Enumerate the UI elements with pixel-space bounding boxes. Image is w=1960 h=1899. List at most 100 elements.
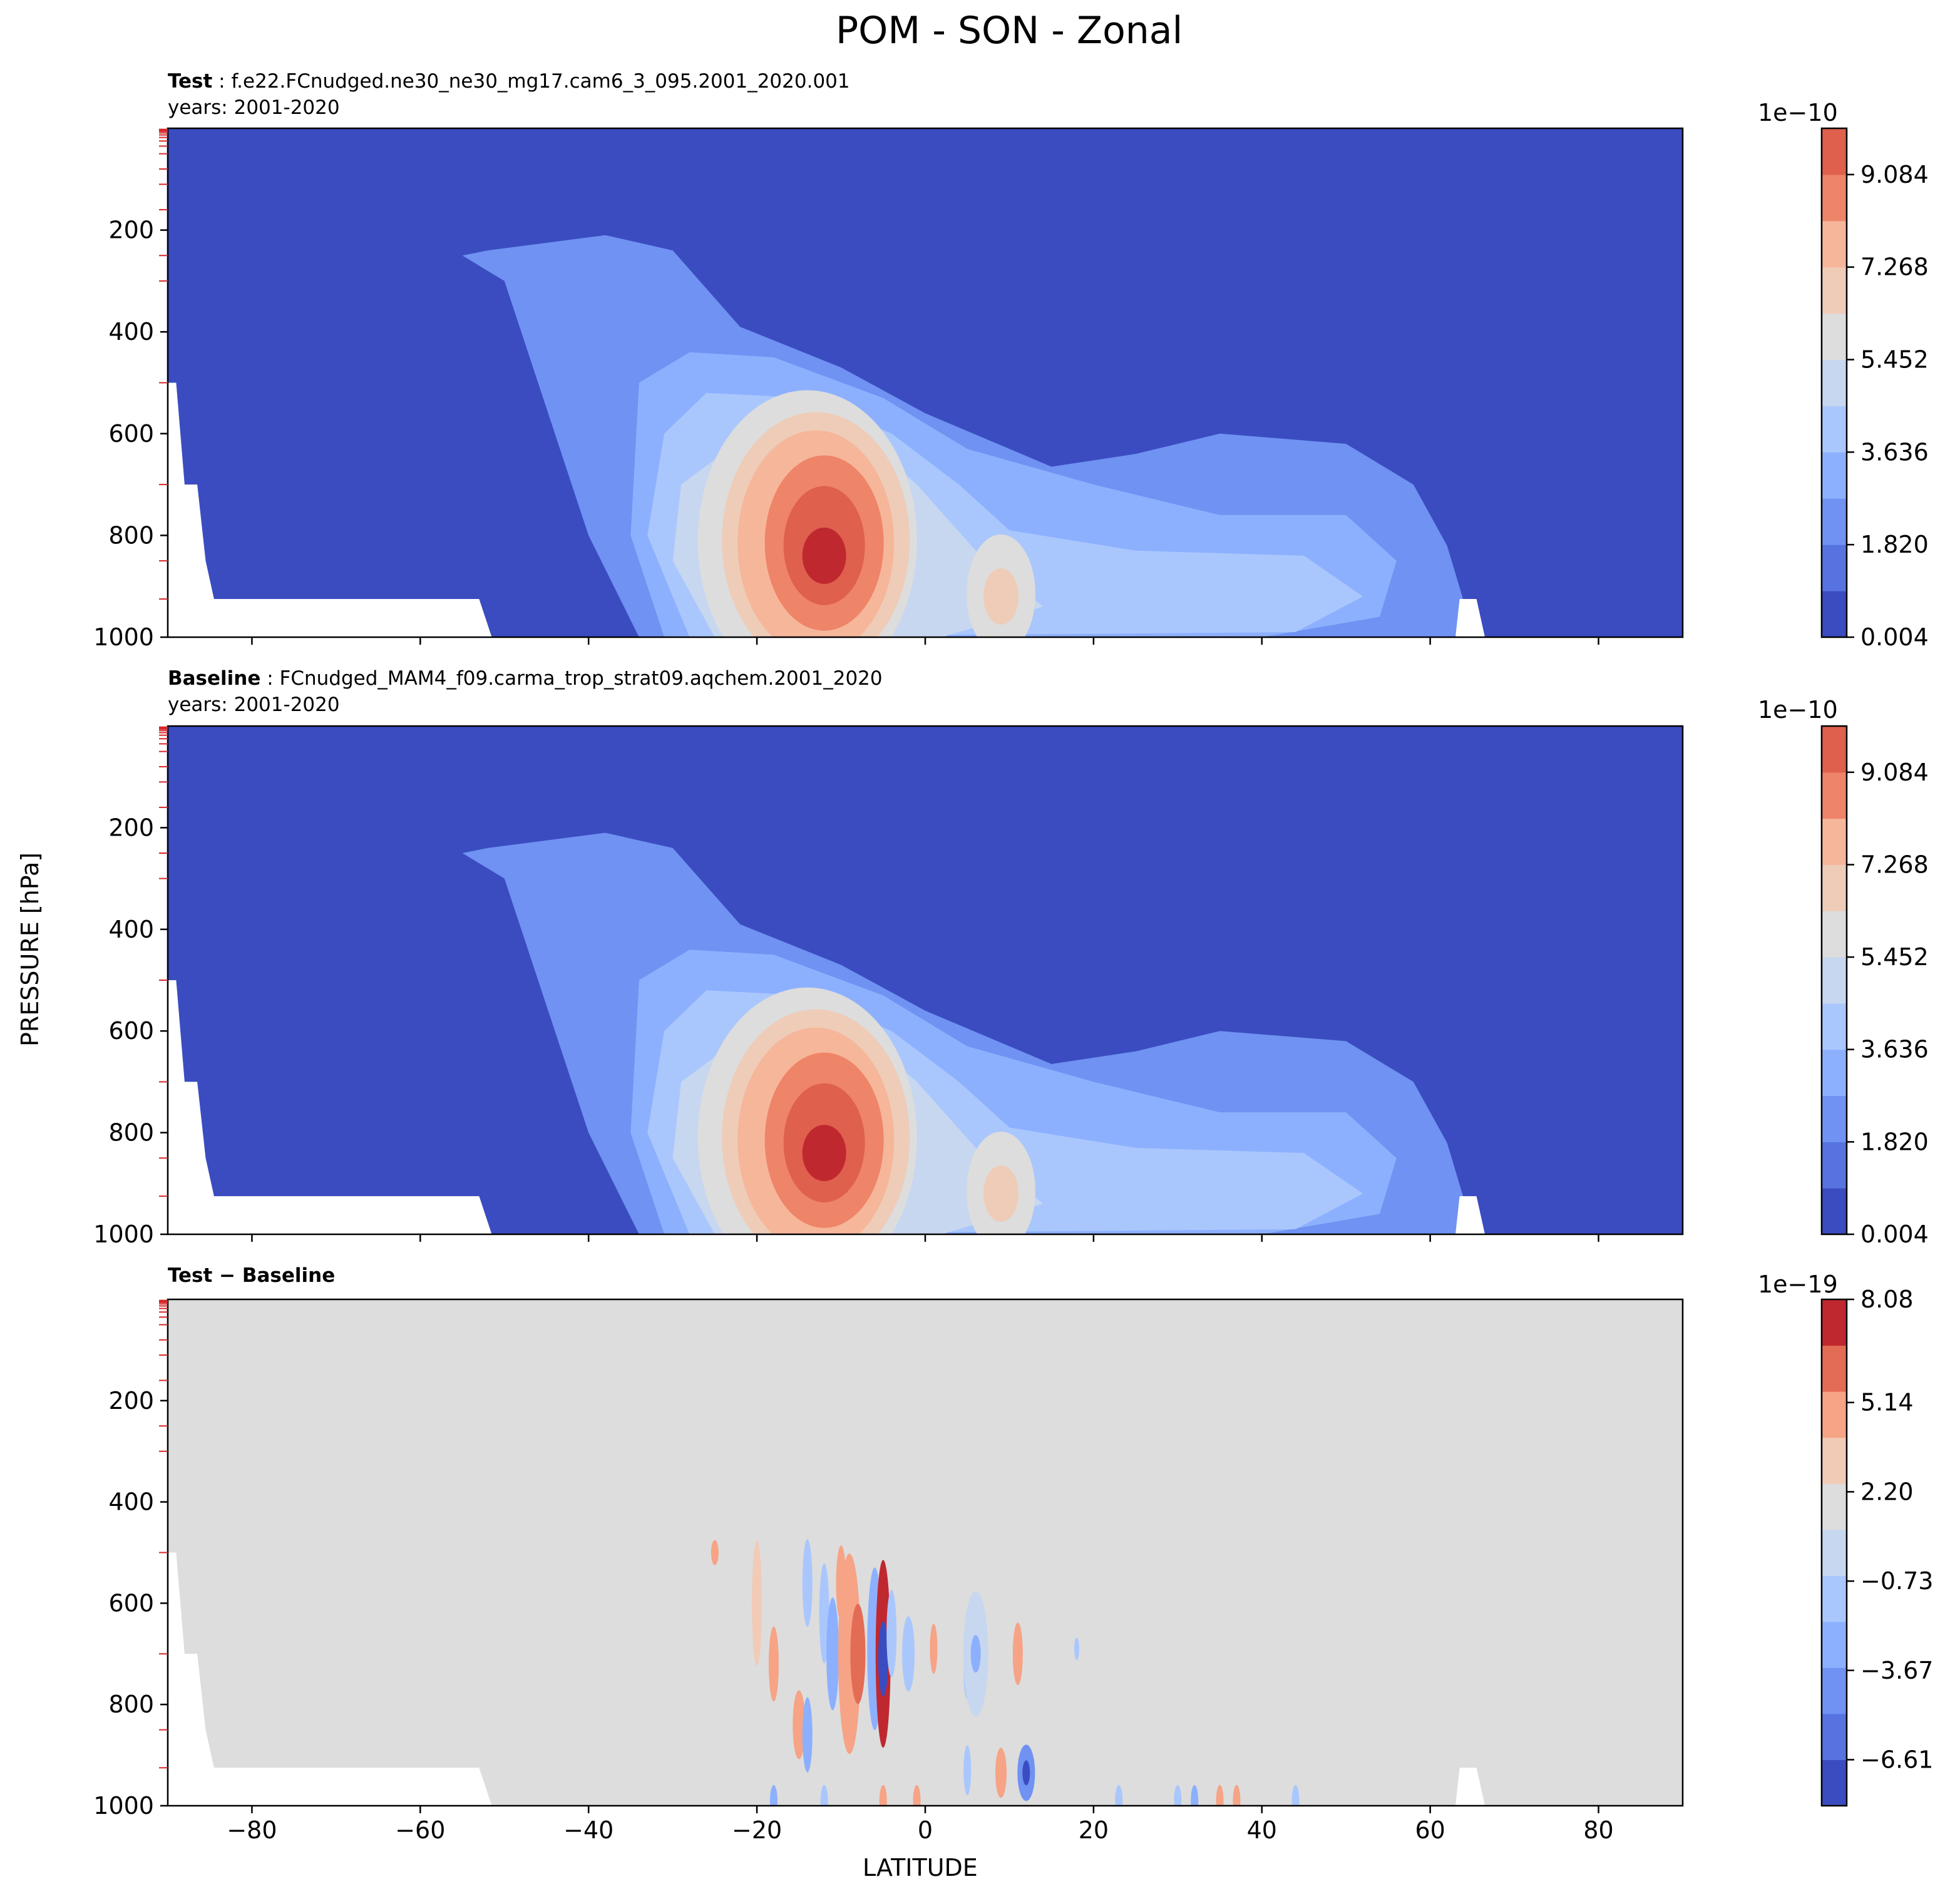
colorbar-tick-label: −0.73 bbox=[1860, 1567, 1933, 1595]
colorbar-tick-label: 5.452 bbox=[1860, 346, 1929, 374]
y-tick-label: 600 bbox=[108, 1017, 154, 1045]
y-tick-label: 800 bbox=[108, 1691, 154, 1718]
colorbar-segment bbox=[1822, 591, 1847, 638]
diff-feature-33 bbox=[1191, 1784, 1199, 1806]
diff-feature-25 bbox=[1022, 1760, 1030, 1786]
diff-feature-29 bbox=[879, 1784, 887, 1806]
topography-mask-antarctica bbox=[168, 382, 492, 637]
panel-1-colorbar: 0.004 1.820 3.636 5.452 7.268 9.084 bbox=[1820, 127, 1929, 651]
diff-feature-27 bbox=[770, 1784, 777, 1806]
colorbar-tick-label: 3.636 bbox=[1860, 1036, 1929, 1063]
colorbar-segment bbox=[1822, 1188, 1847, 1235]
colorbar-segment bbox=[1822, 1299, 1847, 1346]
panel-3-title-bold: Test − Baseline bbox=[168, 1264, 336, 1287]
colorbar-segment bbox=[1822, 498, 1847, 545]
panel-2-title: Baseline : FCnudged_MAM4_f09.carma_trop_… bbox=[168, 667, 883, 690]
diff-feature-2 bbox=[752, 1540, 762, 1666]
colorbar-tick-label: 9.084 bbox=[1860, 759, 1929, 786]
y-tick-label: 600 bbox=[108, 420, 154, 448]
panel-2-cbar-exponent: 1e−10 bbox=[1758, 696, 1838, 724]
colorbar-segment bbox=[1822, 359, 1847, 406]
contour-level-7b bbox=[983, 568, 1018, 625]
colorbar-tick-label: 9.084 bbox=[1860, 161, 1929, 188]
x-tick-label: −40 bbox=[563, 1816, 613, 1844]
diff-feature-31 bbox=[1115, 1784, 1123, 1806]
diff-feature-17 bbox=[930, 1624, 938, 1674]
colorbar-segment bbox=[1822, 1437, 1847, 1484]
y-tick-label: 200 bbox=[108, 814, 154, 841]
colorbar-segment bbox=[1822, 1345, 1847, 1392]
y-tick-label: 400 bbox=[108, 1488, 154, 1516]
colorbar-tick-label: 5.452 bbox=[1860, 943, 1929, 971]
colorbar-segment bbox=[1822, 452, 1847, 499]
colorbar-segment bbox=[1822, 1391, 1847, 1438]
colorbar-segment bbox=[1822, 957, 1847, 1004]
colorbar-tick-label: −6.61 bbox=[1860, 1746, 1933, 1773]
topography-mask-greenland bbox=[1455, 599, 1485, 637]
y-tick-label: 200 bbox=[108, 1387, 154, 1415]
diff-feature-30 bbox=[913, 1784, 921, 1806]
diff-feature-35 bbox=[1233, 1784, 1241, 1806]
colorbar-segment bbox=[1822, 406, 1847, 453]
colorbar-segment bbox=[1822, 545, 1847, 591]
diff-feature-11 bbox=[850, 1604, 866, 1704]
x-tick-label: 60 bbox=[1415, 1816, 1445, 1844]
diff-feature-4 bbox=[793, 1690, 806, 1759]
x-tick-label: −80 bbox=[227, 1816, 277, 1844]
colorbar-tick-label: 7.268 bbox=[1860, 253, 1929, 281]
colorbar-segment bbox=[1822, 174, 1847, 222]
y-tick-label: 1000 bbox=[93, 1221, 154, 1248]
diff-feature-10 bbox=[838, 1553, 861, 1754]
colorbar-tick-label: 1.820 bbox=[1860, 531, 1929, 558]
x-tick-label: 40 bbox=[1247, 1816, 1277, 1844]
diff-feature-3 bbox=[769, 1626, 779, 1702]
colorbar-tick-label: 2.20 bbox=[1860, 1478, 1914, 1505]
colorbar-segment bbox=[1822, 1142, 1847, 1189]
panel-2-field bbox=[168, 726, 1683, 1234]
colorbar-frame bbox=[1820, 725, 1848, 1236]
panel-2-title-text: FCnudged_MAM4_f09.carma_trop_strat09.aqc… bbox=[279, 667, 883, 690]
colorbar-segment bbox=[1822, 1483, 1847, 1530]
y-tick-label: 800 bbox=[108, 521, 154, 549]
colorbar-segment bbox=[1822, 128, 1847, 175]
colorbar-tick-label: 7.268 bbox=[1860, 851, 1929, 878]
panel-1-title: Test : f.e22.FCnudged.ne30_ne30_mg17.cam… bbox=[168, 70, 850, 93]
colorbar-segment bbox=[1822, 220, 1847, 268]
x-tick-label: 20 bbox=[1079, 1816, 1109, 1844]
panel-1-title-bold: Test bbox=[168, 70, 213, 93]
panel-3-title: Test − Baseline bbox=[168, 1264, 335, 1287]
diff-feature-6 bbox=[802, 1539, 813, 1627]
colorbar-segment bbox=[1822, 1667, 1847, 1714]
colorbar-segment bbox=[1822, 772, 1847, 819]
colorbar-tick-label: 8.08 bbox=[1860, 1286, 1914, 1313]
diff-feature-23 bbox=[995, 1748, 1007, 1798]
colorbar-segment bbox=[1822, 726, 1847, 773]
y-tick-label: 1000 bbox=[93, 1792, 154, 1820]
diff-feature-20 bbox=[970, 1635, 981, 1673]
colorbar-segment bbox=[1822, 911, 1847, 958]
colorbar-segment bbox=[1822, 1713, 1847, 1760]
diff-feature-5 bbox=[802, 1697, 813, 1773]
y-tick-label: 600 bbox=[108, 1589, 154, 1617]
diff-feature-15 bbox=[886, 1589, 897, 1677]
diff-feature-28 bbox=[820, 1784, 828, 1806]
colorbar-tick-label: 0.004 bbox=[1860, 1221, 1929, 1248]
panel-1-cbar-exponent: 1e−10 bbox=[1758, 99, 1838, 126]
colorbar-segment bbox=[1822, 1049, 1847, 1097]
panel-1-title-text: f.e22.FCnudged.ne30_ne30_mg17.cam6_3_095… bbox=[231, 70, 850, 93]
y-tick-label: 400 bbox=[108, 318, 154, 346]
panel-3-cbar-exponent: 1e−19 bbox=[1758, 1271, 1838, 1298]
x-tick-label: 0 bbox=[918, 1816, 933, 1844]
colorbar-segment bbox=[1822, 864, 1847, 911]
colorbar-segment bbox=[1822, 1095, 1847, 1142]
panel-1-subtitle: years: 2001-2020 bbox=[168, 96, 340, 119]
panel-3: 200 400 600 800 1000 −80 −60 −40 −20 0 20 40 60 80 8.0… bbox=[93, 1286, 1933, 1844]
panel-2-colorbar: 0.004 1.820 3.636 5.452 7.268 9.084 bbox=[1820, 725, 1929, 1248]
diff-feature-22 bbox=[963, 1745, 972, 1796]
diff-feature-34 bbox=[1216, 1784, 1224, 1806]
diff-feature-21 bbox=[1012, 1622, 1023, 1686]
diff-feature-26 bbox=[1074, 1637, 1079, 1661]
x-tick-label: 80 bbox=[1583, 1816, 1613, 1844]
colorbar-tick-label: −3.67 bbox=[1860, 1657, 1933, 1684]
colorbar-segment bbox=[1822, 818, 1847, 865]
